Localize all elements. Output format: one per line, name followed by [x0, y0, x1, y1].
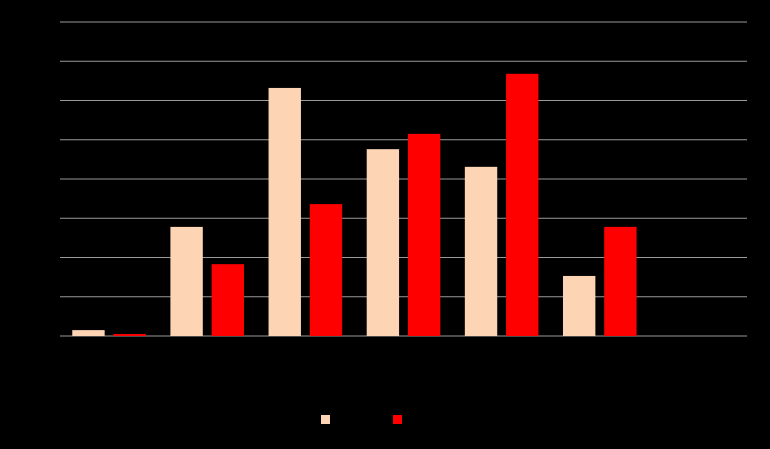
bar [113, 334, 146, 336]
bar [309, 204, 343, 336]
bar [211, 264, 245, 336]
legend-marker [321, 415, 330, 424]
bar [366, 149, 400, 336]
bar [72, 330, 105, 336]
bar [604, 226, 637, 336]
bar [464, 166, 498, 336]
bar [562, 275, 596, 336]
bar [170, 226, 203, 336]
bar [407, 133, 441, 336]
legend-marker [393, 415, 402, 424]
bar [268, 87, 301, 336]
bar [506, 73, 539, 336]
